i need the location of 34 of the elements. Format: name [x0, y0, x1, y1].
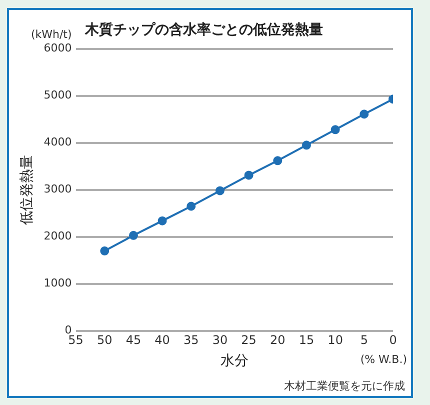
text: (% W.B.)	[360, 353, 407, 366]
x-tick-label: 5	[360, 333, 368, 348]
y-tick-label: 1000	[44, 276, 72, 290]
chart-title: 木質チップの含水率ごとの低位発熱量	[84, 21, 323, 38]
x-tick-label: 10	[328, 333, 343, 348]
y-tick-label: 3000	[44, 182, 72, 196]
point	[128, 230, 138, 240]
text: (kWh/t)	[30, 28, 72, 42]
x-tick-label: 20	[270, 333, 286, 348]
x-tick-label: 50	[96, 333, 112, 348]
point	[215, 186, 224, 196]
x-tick-label: 45	[126, 333, 142, 348]
x-tick-label: 40	[154, 333, 170, 348]
x-tick-label: 0	[389, 333, 397, 348]
x-tick-label: 35	[184, 333, 199, 348]
point	[186, 202, 196, 211]
point	[244, 170, 254, 180]
y-tick-label: 5000	[44, 88, 72, 102]
y-tick-label: 4000	[44, 136, 72, 149]
y-axis-title: 低位発熱量	[19, 154, 36, 225]
x-tick-label: 25	[241, 333, 256, 348]
point	[273, 156, 282, 166]
x-tick-label: 15	[298, 333, 314, 348]
x-tick-label: 55	[68, 333, 84, 348]
point	[158, 216, 167, 226]
point	[330, 125, 340, 134]
y-tick-label: 2000	[44, 230, 72, 243]
y-tick-label: 6000	[44, 42, 72, 55]
point	[360, 110, 369, 119]
point	[302, 140, 311, 150]
x-tick-label: 30	[212, 333, 228, 348]
point	[100, 246, 110, 256]
text: 木材工業便覧を元に作成	[284, 379, 405, 392]
x-axis-title: 水分	[220, 353, 248, 370]
